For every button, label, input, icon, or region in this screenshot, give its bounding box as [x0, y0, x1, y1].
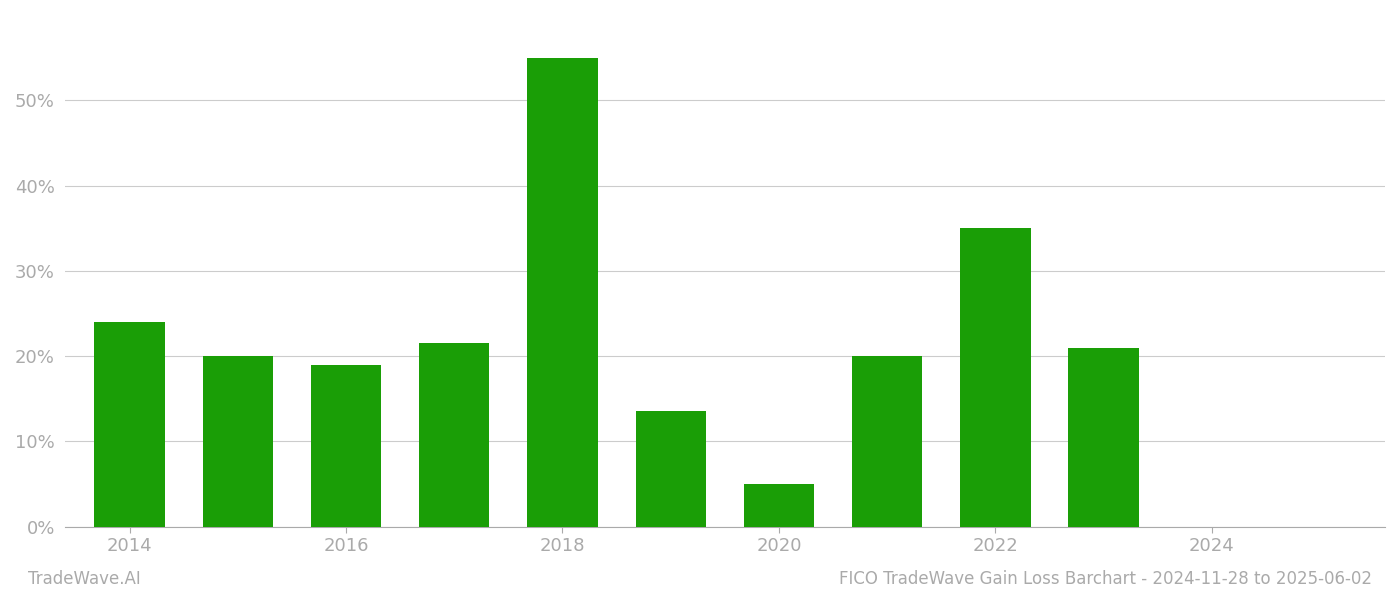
- Bar: [1068, 347, 1138, 527]
- Bar: [528, 58, 598, 527]
- Bar: [419, 343, 490, 527]
- Bar: [960, 228, 1030, 527]
- Bar: [743, 484, 813, 527]
- Bar: [311, 365, 381, 527]
- Bar: [853, 356, 923, 527]
- Text: TradeWave.AI: TradeWave.AI: [28, 570, 141, 588]
- Bar: [203, 356, 273, 527]
- Bar: [94, 322, 165, 527]
- Text: FICO TradeWave Gain Loss Barchart - 2024-11-28 to 2025-06-02: FICO TradeWave Gain Loss Barchart - 2024…: [839, 570, 1372, 588]
- Bar: [636, 412, 706, 527]
